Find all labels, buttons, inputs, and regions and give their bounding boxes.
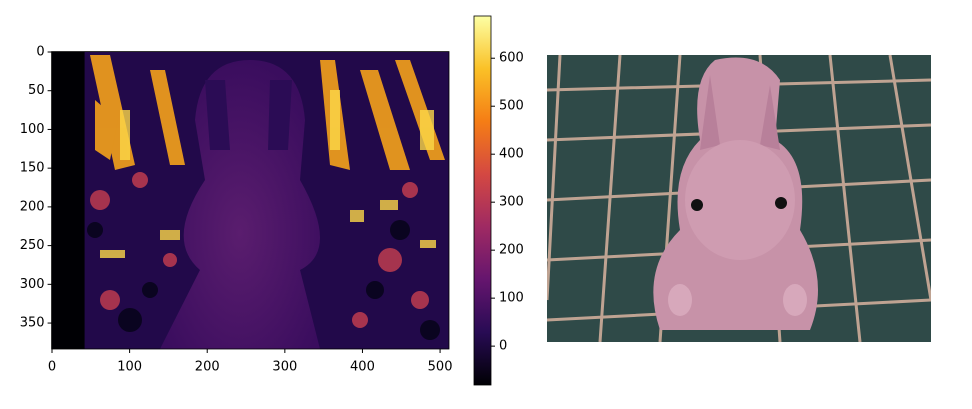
colorbar-tick-label: 200 <box>499 243 524 258</box>
colorbar-tick-label: 500 <box>499 99 524 114</box>
y-tick-label: 300 <box>20 277 45 292</box>
x-tick-label: 300 <box>272 360 297 375</box>
x-tick-label: 400 <box>350 360 375 375</box>
y-tick-label: 350 <box>20 316 45 331</box>
axes: 0 100 200 300 400 500 0 50 100 150 200 250 300 350 0 10… <box>20 44 524 374</box>
y-tick-label: 50 <box>28 83 45 98</box>
x-tick-label: 500 <box>428 360 453 375</box>
y-tick-label: 100 <box>20 122 45 137</box>
y-tick-label: 250 <box>20 238 45 253</box>
colorbar-frame <box>473 15 492 386</box>
colorbar-tick-label: 300 <box>499 195 524 210</box>
photo <box>547 55 931 342</box>
y-tick-label: 150 <box>20 161 45 176</box>
colorbar-tick-label: 100 <box>499 291 524 306</box>
y-tick-label: 200 <box>20 199 45 214</box>
colorbar <box>474 16 491 385</box>
disparity-image <box>51 51 449 349</box>
x-tick-label: 0 <box>48 360 56 375</box>
axes-frame <box>51 51 450 350</box>
colorbar-tick-label: 0 <box>499 339 507 354</box>
x-tick-label: 100 <box>117 360 142 375</box>
y-tick-label: 0 <box>36 44 44 59</box>
colorbar-tick-label: 600 <box>499 51 524 66</box>
x-tick-label: 200 <box>195 360 220 375</box>
colorbar-tick-label: 400 <box>499 147 524 162</box>
